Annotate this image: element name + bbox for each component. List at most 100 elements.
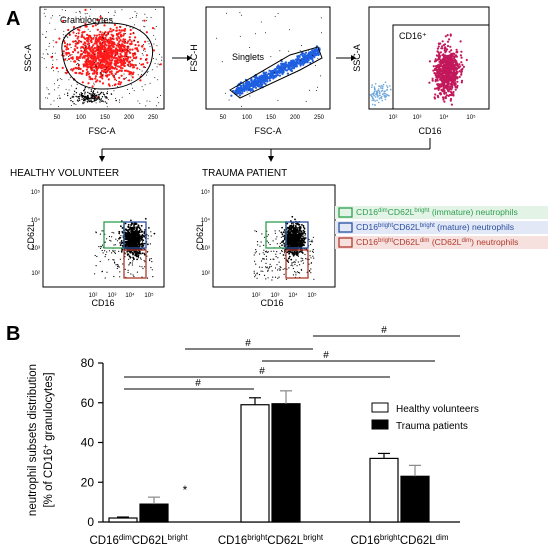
event-dot: [101, 100, 103, 102]
event-dot: [239, 12, 241, 14]
plot-cd16: CD16⁺ CD16 SSC-A 10² 10³ 10⁴ 10⁵: [352, 6, 490, 136]
event-dot: [465, 58, 468, 62]
event-dot: [75, 104, 77, 105]
event-dot: [110, 93, 113, 95]
event-dot: [98, 99, 101, 101]
event-dot: [268, 267, 271, 269]
event-dot: [265, 255, 267, 257]
event-dot: [124, 222, 127, 225]
event-dot: [270, 265, 272, 267]
event-dot: [277, 69, 280, 72]
event-dot: [97, 40, 100, 43]
event-dot: [155, 38, 156, 40]
event-dot: [276, 66, 279, 69]
event-dot: [133, 258, 135, 261]
tick: 10⁵: [201, 189, 211, 196]
event-dot: [267, 270, 269, 272]
y-tick-label: 80: [81, 356, 95, 370]
event-dot: [258, 266, 261, 268]
event-dot: [310, 257, 312, 259]
event-dot: [291, 245, 294, 248]
event-dot: [437, 45, 440, 48]
event-dot: [290, 68, 293, 71]
event-dot: [111, 55, 114, 59]
event-dot: [290, 224, 293, 227]
event-dot: [263, 274, 266, 276]
event-dot: [77, 66, 80, 69]
event-dot: [134, 43, 137, 47]
event-dot: [294, 64, 297, 67]
event-dot: [108, 58, 111, 61]
event-dot: [112, 41, 116, 44]
event-dot: [129, 56, 132, 59]
event-dot: [460, 81, 463, 84]
y-axis-label-singlets: FSC-H: [189, 44, 199, 72]
event-dot: [373, 99, 375, 102]
event-dot: [115, 68, 118, 71]
event-dot: [127, 80, 129, 82]
event-dot: [381, 93, 384, 96]
event-dot: [151, 27, 155, 30]
event-dot: [65, 10, 66, 11]
event-dot: [249, 95, 251, 97]
event-dot: [439, 78, 442, 81]
event-dot: [88, 35, 91, 38]
event-dot: [279, 266, 281, 268]
event-dot: [221, 61, 223, 63]
event-dot: [53, 83, 55, 85]
event-dot: [49, 22, 51, 24]
event-dot: [311, 57, 314, 60]
event-dot: [118, 230, 121, 233]
event-dot: [282, 231, 285, 234]
event-dot: [449, 78, 452, 81]
event-dot: [446, 64, 449, 67]
event-dot: [288, 252, 290, 255]
event-dot: [93, 94, 95, 96]
event-dot: [83, 97, 85, 100]
event-dot: [282, 68, 285, 71]
event-dot: [114, 10, 116, 12]
event-dot: [279, 252, 281, 254]
event-dot: [90, 90, 93, 93]
tick: 10²: [201, 271, 210, 277]
event-dot: [384, 98, 387, 101]
event-dot: [84, 47, 87, 50]
event-dot: [63, 58, 66, 61]
event-dot: [114, 261, 116, 263]
event-dot: [76, 46, 79, 50]
event-dot: [66, 59, 68, 61]
event-dot: [84, 100, 86, 102]
event-dot: [90, 67, 92, 69]
event-dot: [460, 56, 463, 59]
event-dot: [85, 25, 88, 28]
event-dot: [377, 88, 380, 90]
event-dot: [145, 31, 148, 34]
event-dot: [100, 71, 102, 73]
event-dot: [443, 75, 446, 78]
event-dot: [254, 252, 256, 254]
event-dot: [282, 254, 285, 256]
event-dot: [433, 97, 436, 100]
event-dot: [428, 81, 431, 84]
event-dot: [460, 79, 464, 82]
event-dot: [120, 240, 123, 242]
event-dot: [108, 32, 109, 34]
event-dot: [435, 72, 438, 75]
event-dot: [434, 93, 437, 96]
event-dot: [121, 67, 124, 70]
event-dot: [134, 52, 137, 55]
event-dot: [154, 77, 156, 79]
event-dot: [449, 93, 452, 97]
event-dot: [140, 236, 143, 238]
event-dot: [122, 48, 125, 51]
event-dot: [139, 265, 141, 267]
event-dot: [88, 100, 90, 102]
event-dot: [283, 62, 286, 65]
event-dot: [92, 92, 95, 95]
event-dot: [381, 99, 384, 102]
bar-legend: Healthy volunteers Trauma patients: [371, 402, 479, 432]
event-dot: [267, 72, 270, 75]
event-dot: [97, 94, 99, 95]
event-dot: [43, 12, 45, 14]
event-dot: [139, 68, 141, 70]
